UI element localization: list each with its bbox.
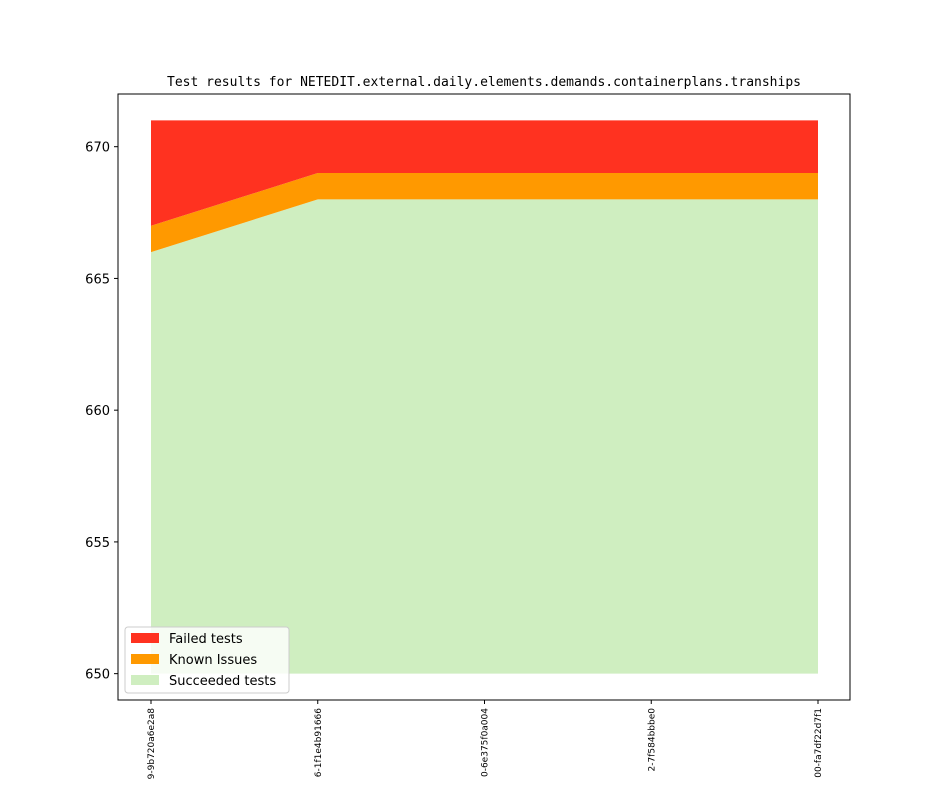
y-tick-label: 660 [85, 404, 110, 419]
legend-label: Known Issues [169, 653, 257, 668]
area [151, 120, 818, 226]
y-tick-label: 650 [85, 668, 110, 683]
legend-swatch [131, 675, 159, 685]
y-tick-label: 655 [85, 536, 110, 551]
area [151, 199, 818, 674]
x-tick-label: 6-1f1e4b91666 [314, 708, 324, 777]
x-tick-label: 00-fa7df22d7f1 [814, 708, 824, 778]
legend-swatch [131, 654, 159, 664]
x-tick-label: 9-9b720a6e2a8 [147, 708, 157, 780]
area [151, 173, 818, 253]
legend-swatch [131, 633, 159, 643]
legend-label: Failed tests [169, 632, 243, 647]
y-tick-label: 670 [85, 141, 110, 156]
legend-box [124, 626, 290, 694]
x-tick-label: 0-6e375f0a004 [481, 708, 491, 777]
legend-label: Succeeded tests [169, 674, 276, 689]
legend: Failed tests Known Issues Succeeded tests [124, 626, 290, 694]
x-tick-label: 2-7f584bbbe0 [647, 708, 657, 772]
chart-title: Test results for NETEDIT.external.daily.… [167, 75, 801, 90]
y-tick-label: 665 [85, 272, 110, 287]
